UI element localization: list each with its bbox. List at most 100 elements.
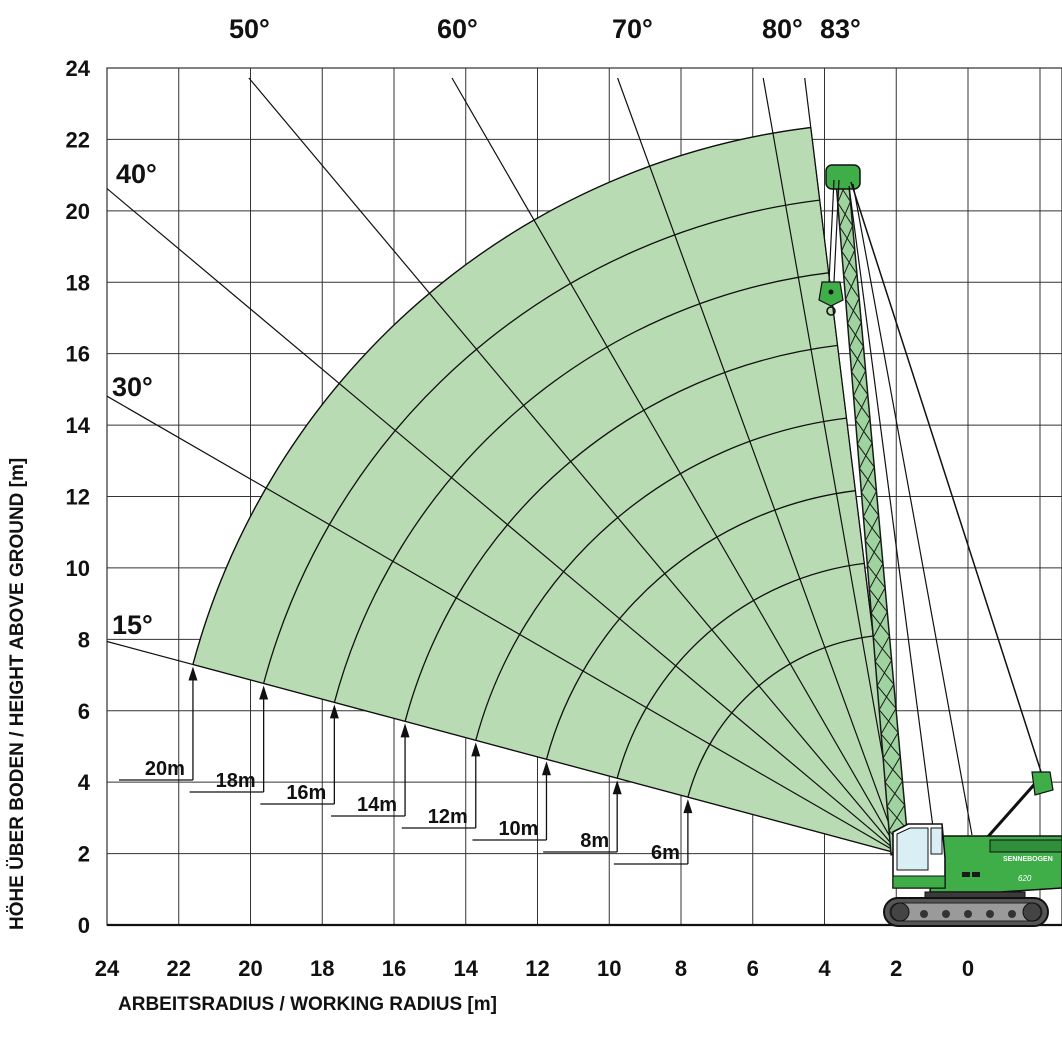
boom-angle-rays [106, 77, 901, 855]
angle-ray-70 [617, 77, 901, 855]
machine-brand: SENNEBOGEN [1003, 856, 1053, 863]
boom-lacing [878, 709, 899, 733]
step-marker [962, 872, 970, 877]
working-envelope [192, 126, 901, 855]
boom-length-arrowhead [188, 666, 198, 681]
boom-lacing [847, 323, 864, 347]
angle-label-40: 40° [116, 159, 157, 189]
envelope-area [192, 126, 901, 855]
x-tick-label: 12 [525, 956, 549, 981]
boom-length-arcs [192, 126, 874, 798]
boom-length-label: 20m [145, 758, 185, 780]
boom-lacing [862, 516, 882, 540]
boom-length-label: 18m [216, 770, 256, 792]
boom-arc-18m [262, 199, 820, 684]
boom-lacing [855, 419, 873, 444]
boom-length-arrowhead [612, 780, 622, 795]
boom-lacing [866, 564, 886, 589]
y-tick-label: 6 [78, 699, 90, 724]
boom-length-label: 12m [428, 806, 468, 828]
boom-lacing [859, 468, 877, 492]
angle-ray-60 [451, 77, 901, 855]
boom-length-arrowhead [400, 723, 410, 738]
boom-lacing [882, 757, 903, 782]
boom-arc-8m [616, 562, 865, 779]
boom-lacing [874, 661, 895, 685]
y-tick-label: 12 [66, 485, 90, 510]
angle-ray-50 [248, 77, 901, 855]
boom-lacing [884, 781, 906, 806]
x-tick-label: 24 [95, 956, 120, 981]
a-frame-head [1031, 771, 1054, 796]
boom-lacing [876, 685, 897, 709]
boom-length-arrowhead [541, 761, 551, 776]
track-roller [986, 910, 994, 918]
y-tick-label: 8 [78, 627, 90, 652]
y-tick-label: 2 [78, 842, 90, 867]
y-tick-label: 14 [66, 413, 91, 438]
boom-lacing [868, 588, 888, 613]
boom-length-label: 8m [580, 830, 609, 852]
boom-lacing [837, 202, 854, 227]
boom-length-labels: 20m 18m 16m 14m 12m 10m 8m 6m [118, 666, 693, 865]
y-tick-label: 18 [66, 270, 90, 295]
hoist-rope [828, 179, 835, 283]
x-tick-label: 8 [675, 956, 687, 981]
x-tick-label: 20 [238, 956, 262, 981]
boom-lacing [841, 250, 858, 275]
boom-lacing [853, 395, 871, 420]
boom-length-arrowhead [259, 685, 269, 700]
boom-lacing [870, 612, 890, 637]
angle-label-60: 60° [437, 14, 478, 44]
boom-lacing [880, 733, 901, 758]
boom-arc-6m [687, 635, 874, 798]
x-axis-ticks: 24 22 20 18 16 14 12 10 8 6 4 2 0 [95, 956, 974, 981]
angle-label-30: 30° [112, 372, 153, 402]
y-tick-label: 16 [66, 342, 90, 367]
boom-arc-10m [545, 490, 856, 760]
cab-base [892, 875, 946, 889]
y-tick-label: 10 [66, 556, 90, 581]
x-tick-label: 0 [962, 956, 974, 981]
boom-lacing [843, 274, 860, 299]
hoist-rope [833, 179, 840, 283]
boom-lacing [861, 492, 880, 516]
pendant-line [848, 185, 935, 836]
boom-length-label: 10m [498, 818, 538, 840]
sprocket-wheel [1022, 902, 1042, 922]
angle-ray-80 [762, 77, 901, 855]
boom-lacing [864, 540, 884, 564]
y-tick-label: 22 [66, 127, 90, 152]
x-tick-label: 22 [167, 956, 191, 981]
track-roller [964, 910, 972, 918]
angle-label-50: 50° [229, 14, 270, 44]
x-tick-label: 18 [310, 956, 334, 981]
engine-hood [989, 839, 1062, 853]
boom-lacing [851, 371, 869, 395]
crawler-crane-illustration: SENNEBOGEN 620 [818, 164, 1062, 927]
y-tick-label: 0 [78, 913, 90, 938]
cab-window [896, 827, 929, 871]
pendant-line [852, 183, 973, 836]
x-tick-label: 2 [890, 956, 902, 981]
track-roller [920, 910, 928, 918]
angle-label-83: 83° [820, 14, 861, 44]
boom-lacing [849, 347, 867, 371]
y-tick-label: 20 [66, 199, 90, 224]
boom-lacing [857, 443, 875, 468]
angle-ray-40 [106, 188, 901, 855]
y-tick-label: 24 [66, 56, 91, 81]
boom-lacing [886, 806, 908, 830]
a-frame [983, 777, 1042, 841]
hook [826, 306, 836, 316]
boom-lacing [872, 637, 893, 661]
hook-pin [828, 289, 834, 295]
track-roller [1008, 910, 1016, 918]
cab-side-window [930, 827, 943, 855]
boom-length-label: 14m [357, 794, 397, 816]
boom-length-label: 6m [651, 842, 680, 864]
x-axis-title: ARBEITSRADIUS / WORKING RADIUS [m] [118, 994, 497, 1015]
angle-ray-15 [106, 640, 901, 855]
boom-lacing [839, 226, 856, 251]
boom-arc-14m [404, 344, 838, 722]
